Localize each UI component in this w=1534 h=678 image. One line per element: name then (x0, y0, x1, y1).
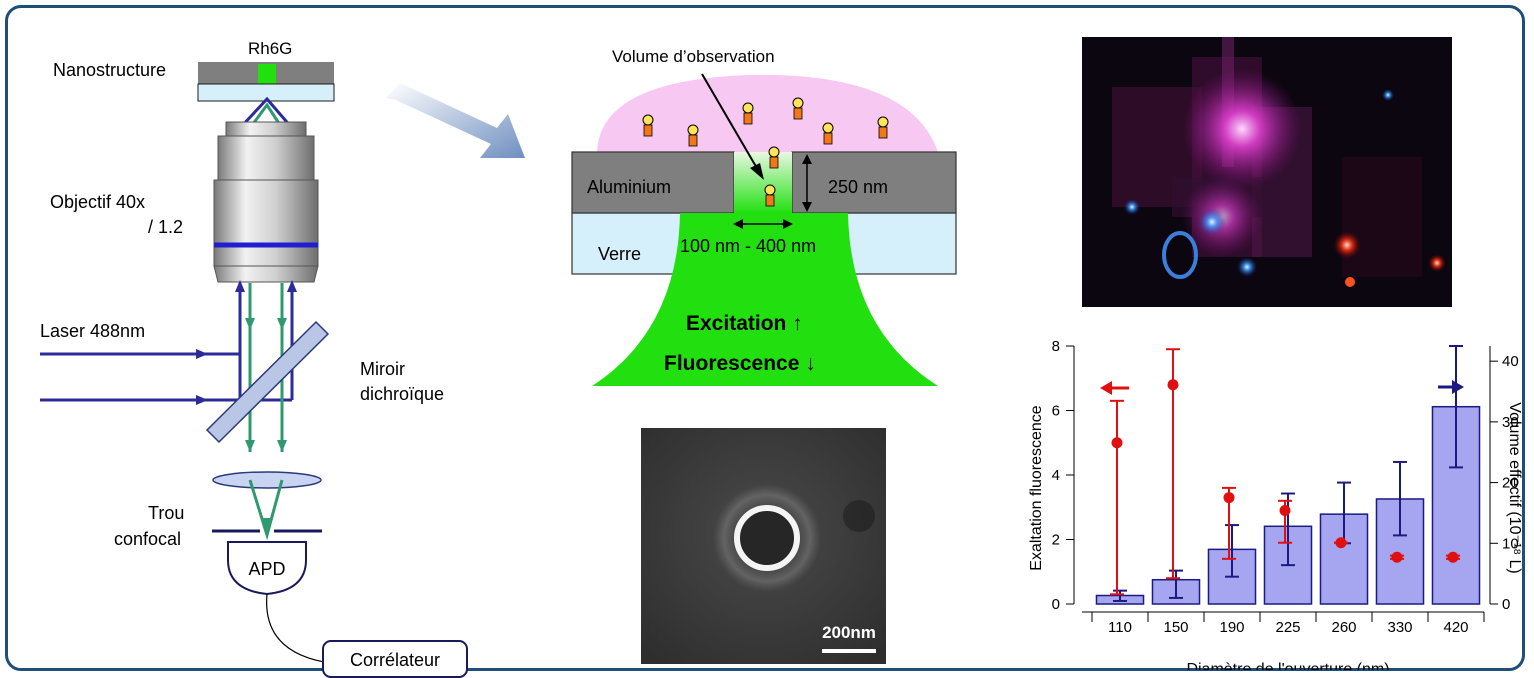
volume-pointer-head (750, 163, 764, 180)
left-tick-label-8: 8 (1052, 340, 1060, 355)
excitation-beam (592, 213, 938, 386)
x-tick-label-110: 110 (1108, 619, 1132, 636)
fluo-arrow-1 (245, 318, 255, 330)
excitation-label: Excitation ↑ (686, 312, 803, 335)
laser-label: Laser 488nm (40, 321, 145, 341)
left-axis-arrow (1100, 381, 1129, 395)
left-tick-label-0: 0 (1052, 596, 1060, 613)
aperture-well (734, 152, 792, 213)
left-tick-label-4: 4 (1052, 467, 1060, 484)
right-tick-label-0: 0 (1502, 596, 1510, 613)
point-260 (1335, 537, 1347, 549)
metal-label: Aluminium (587, 177, 671, 197)
right-axis-arrow (1438, 380, 1464, 394)
objective-label-2: / 1.2 (148, 217, 183, 237)
aperture-rim (734, 505, 800, 571)
dichroic-mirror (205, 320, 330, 444)
correlator-box (322, 640, 468, 678)
x-tick-label-190: 190 (1219, 619, 1244, 636)
nanostructure-label: Nanostructure (53, 60, 166, 80)
objective-label-1: Objectif 40x (50, 192, 145, 212)
glass-label: Verre (598, 244, 641, 264)
correlator-label: Corrélateur (350, 650, 440, 670)
right-tick-label-30: 30 (1502, 414, 1519, 431)
metal-left (571, 151, 735, 214)
pinhole-label-2: confocal (114, 529, 181, 549)
right-tick-label-20: 20 (1502, 475, 1519, 492)
diameter-label: 100 nm - 400 nm (680, 236, 816, 256)
rh6g-label: Rh6G (248, 39, 292, 58)
molecules (642, 97, 889, 207)
scale-bar-label: 200nm (822, 623, 876, 642)
point-110 (1111, 437, 1123, 449)
apd-cable (266, 593, 325, 663)
apd-label: APD (248, 559, 285, 579)
right-tick-label-10: 10 (1502, 535, 1519, 552)
fluo-arrow-3 (245, 440, 255, 452)
fluorescence-label: Fluorescence ↓ (664, 352, 816, 375)
apd-detector (227, 541, 307, 596)
chart-xlabel: Diamètre de l'ouverture (nm) (1186, 661, 1389, 670)
arrow-up-left (235, 280, 245, 292)
confocal-setup: Rh6G Nanostructure Objectif 40x / 1.2 La… (40, 39, 525, 678)
diameter-arrow-right (783, 219, 793, 229)
point-190 (1223, 492, 1235, 504)
chart-ylabel-left: Exaltation fluorescence (1028, 405, 1045, 571)
metal-right (791, 151, 957, 214)
point-420 (1447, 551, 1459, 563)
beam-blue-cone (238, 96, 294, 130)
laser-arrow-2 (196, 395, 208, 405)
objective-lens (213, 121, 319, 283)
mirror-label-1: Miroir (360, 359, 405, 379)
x-tick-label-260: 260 (1331, 619, 1356, 636)
x-tick-label-150: 150 (1163, 619, 1188, 636)
sem-image: 200nm (641, 428, 886, 664)
volume-label: Volume d’observation (612, 47, 775, 66)
arrow-up-right (287, 280, 297, 292)
figure-frame (5, 5, 1525, 671)
left-tick-label-6: 6 (1052, 403, 1060, 420)
fluo-arrow-4 (277, 440, 287, 452)
thickness-arrow-bottom (802, 202, 812, 212)
lab-photo-drawing (1082, 37, 1452, 307)
thickness-arrow-top (802, 154, 812, 164)
solution-dome (597, 74, 938, 152)
thickness-label: 250 nm (828, 177, 888, 197)
diameter-arrow-left (733, 219, 743, 229)
pinhole-label-1: Trou (148, 503, 184, 523)
x-tick-label-225: 225 (1275, 619, 1300, 636)
chart-ylabel-right: Volume effectif (10⁻¹⁸ L) (1506, 402, 1523, 573)
aperture-detail: Volume d’observation Aluminium Verre 250… (571, 47, 957, 386)
tube-lens (212, 471, 322, 489)
volume-pointer (701, 73, 759, 171)
mirror-label-2: dichroïque (360, 384, 444, 404)
point-330 (1391, 551, 1403, 563)
right-tick-label-40: 40 (1502, 353, 1519, 370)
left-tick-label-2: 2 (1052, 532, 1060, 549)
beam-green-cone (248, 102, 284, 129)
fluo-arrow-5 (262, 518, 272, 530)
rh6g-well (258, 64, 276, 84)
fluo-arrow-2 (277, 318, 287, 330)
aperture-hole (738, 509, 796, 567)
laser-arrow-1 (196, 349, 208, 359)
zoom-arrow (386, 83, 525, 158)
point-150 (1167, 379, 1179, 391)
x-tick-label-420: 420 (1443, 619, 1468, 636)
x-tick-label-330: 330 (1387, 619, 1412, 636)
sem-drawing: 200nm (641, 428, 886, 664)
point-225 (1279, 504, 1291, 516)
fluo-focus (248, 479, 284, 541)
aperture-chart: 110 150 190 225 260 330 420 0 2 4 6 8 0 10 20 30 40 Diam… (1028, 340, 1523, 670)
aperture-shadow (843, 500, 875, 532)
lab-setup-photo (1082, 37, 1452, 307)
